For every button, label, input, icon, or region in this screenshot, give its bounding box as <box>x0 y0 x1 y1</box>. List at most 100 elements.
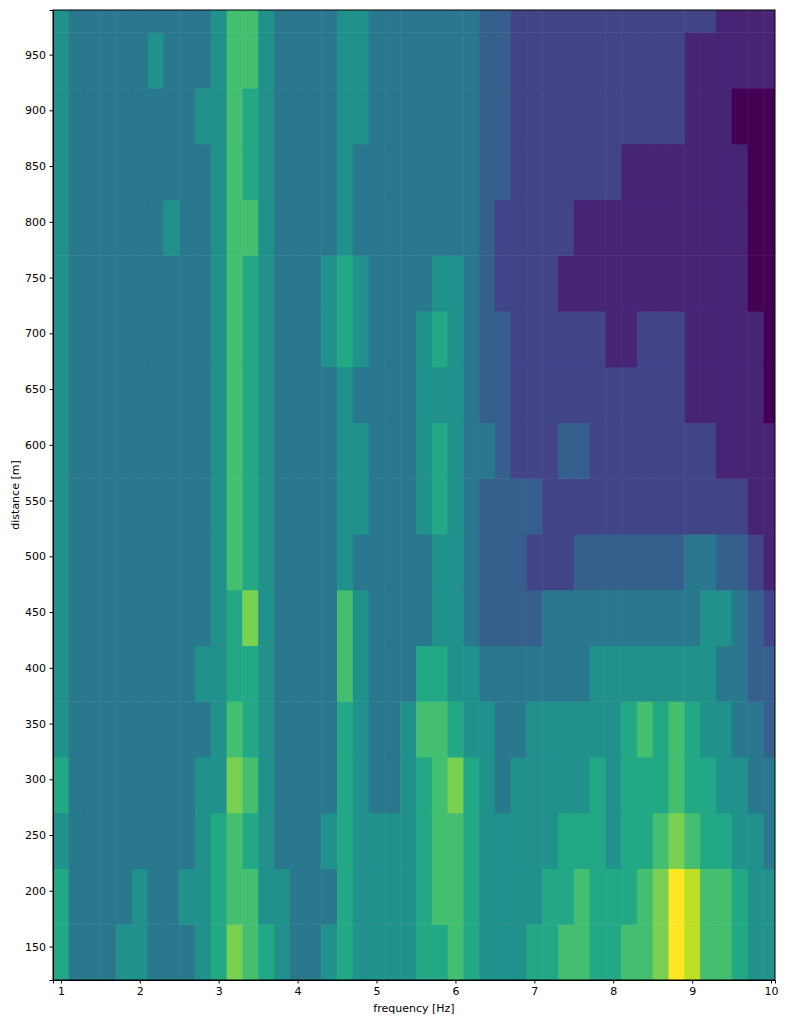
heatmap-cell <box>700 813 716 869</box>
heatmap-cell <box>163 10 179 33</box>
heatmap-cell <box>69 757 85 813</box>
heatmap-cell <box>369 367 385 423</box>
heatmap-cell <box>700 423 716 479</box>
heatmap-cell <box>369 311 385 367</box>
heatmap-cell <box>448 423 464 479</box>
heatmap-cell <box>621 534 637 590</box>
heatmap-cell <box>227 757 243 813</box>
heatmap-cell <box>195 311 211 367</box>
heatmap-cell <box>653 534 669 590</box>
heatmap-cell <box>179 590 195 646</box>
heatmap-cell <box>179 255 195 311</box>
heatmap-cell <box>53 813 69 869</box>
heatmap-cell <box>353 869 369 925</box>
heatmap-cell <box>321 478 337 534</box>
heatmap-cell <box>274 534 290 590</box>
heatmap-cell <box>526 32 542 88</box>
heatmap-cell <box>605 367 621 423</box>
heatmap-cell <box>558 88 574 144</box>
heatmap-cell <box>53 32 69 88</box>
heatmap-cell <box>763 10 775 33</box>
heatmap-cell <box>479 10 495 33</box>
heatmap-cell <box>306 869 322 925</box>
heatmap-cell <box>258 423 274 479</box>
heatmap-cell <box>369 757 385 813</box>
heatmap-cell <box>716 924 732 980</box>
heatmap-cell <box>211 757 227 813</box>
heatmap-cell <box>763 200 775 256</box>
heatmap-cell <box>479 478 495 534</box>
heatmap-cell <box>306 32 322 88</box>
heatmap-cell <box>747 534 763 590</box>
heatmap-cell <box>637 757 653 813</box>
heatmap-cell <box>400 255 416 311</box>
heatmap-cell <box>668 646 684 702</box>
heatmap-cell <box>495 701 511 757</box>
heatmap-cell <box>621 200 637 256</box>
heatmap-cell <box>432 10 448 33</box>
heatmap-cell <box>511 88 527 144</box>
heatmap-cell <box>179 200 195 256</box>
heatmap-cell <box>700 590 716 646</box>
heatmap-cell <box>747 311 763 367</box>
heatmap-cell <box>242 144 258 200</box>
heatmap-cell <box>479 924 495 980</box>
heatmap-cell <box>637 88 653 144</box>
heatmap-cell <box>416 813 432 869</box>
heatmap-cell <box>258 32 274 88</box>
heatmap-cell <box>605 646 621 702</box>
plot: 1234567891015020025030035040045050055060… <box>25 0 779 998</box>
heatmap-cell <box>274 200 290 256</box>
heatmap-cell <box>116 590 132 646</box>
heatmap-cell <box>621 255 637 311</box>
heatmap-cell <box>463 311 479 367</box>
heatmap-cell <box>621 311 637 367</box>
heatmap-cell <box>653 924 669 980</box>
heatmap-cell <box>384 88 400 144</box>
heatmap-cell <box>400 10 416 33</box>
heatmap-cell <box>479 367 495 423</box>
heatmap-cell <box>432 144 448 200</box>
heatmap-cell <box>53 88 69 144</box>
heatmap-cell <box>274 10 290 33</box>
heatmap-cell <box>148 32 164 88</box>
heatmap-cell <box>227 924 243 980</box>
heatmap-cell <box>558 367 574 423</box>
heatmap-cell <box>495 478 511 534</box>
heatmap-cell <box>495 200 511 256</box>
heatmap-cell <box>116 311 132 367</box>
heatmap-cell <box>132 646 148 702</box>
x-tick-mark <box>692 980 693 984</box>
heatmap-cell <box>605 423 621 479</box>
heatmap-cell <box>211 200 227 256</box>
heatmap-cell <box>211 423 227 479</box>
y-tick-mark <box>50 891 54 892</box>
heatmap-cell <box>590 869 606 925</box>
heatmap-cell <box>511 32 527 88</box>
heatmap-cell <box>448 534 464 590</box>
heatmap-cell <box>195 590 211 646</box>
heatmap-cell <box>195 367 211 423</box>
heatmap-cell <box>242 924 258 980</box>
heatmap-cell <box>85 10 101 33</box>
heatmap-cell <box>69 255 85 311</box>
heatmap-cell <box>574 88 590 144</box>
heatmap-cell <box>100 88 116 144</box>
heatmap-cell <box>605 534 621 590</box>
heatmap-cell <box>321 255 337 311</box>
heatmap-cell <box>132 590 148 646</box>
heatmap-cell <box>700 200 716 256</box>
heatmap-cell <box>716 590 732 646</box>
heatmap-cell <box>400 144 416 200</box>
heatmap-cell <box>416 590 432 646</box>
heatmap-cell <box>69 534 85 590</box>
heatmap-cell <box>85 646 101 702</box>
heatmap-cell <box>132 534 148 590</box>
heatmap-cell <box>653 757 669 813</box>
heatmap-cell <box>732 534 748 590</box>
heatmap-cell <box>511 534 527 590</box>
heatmap-cell <box>605 144 621 200</box>
heatmap-cell <box>463 10 479 33</box>
x-axis-line <box>54 981 776 984</box>
heatmap-cell <box>416 144 432 200</box>
